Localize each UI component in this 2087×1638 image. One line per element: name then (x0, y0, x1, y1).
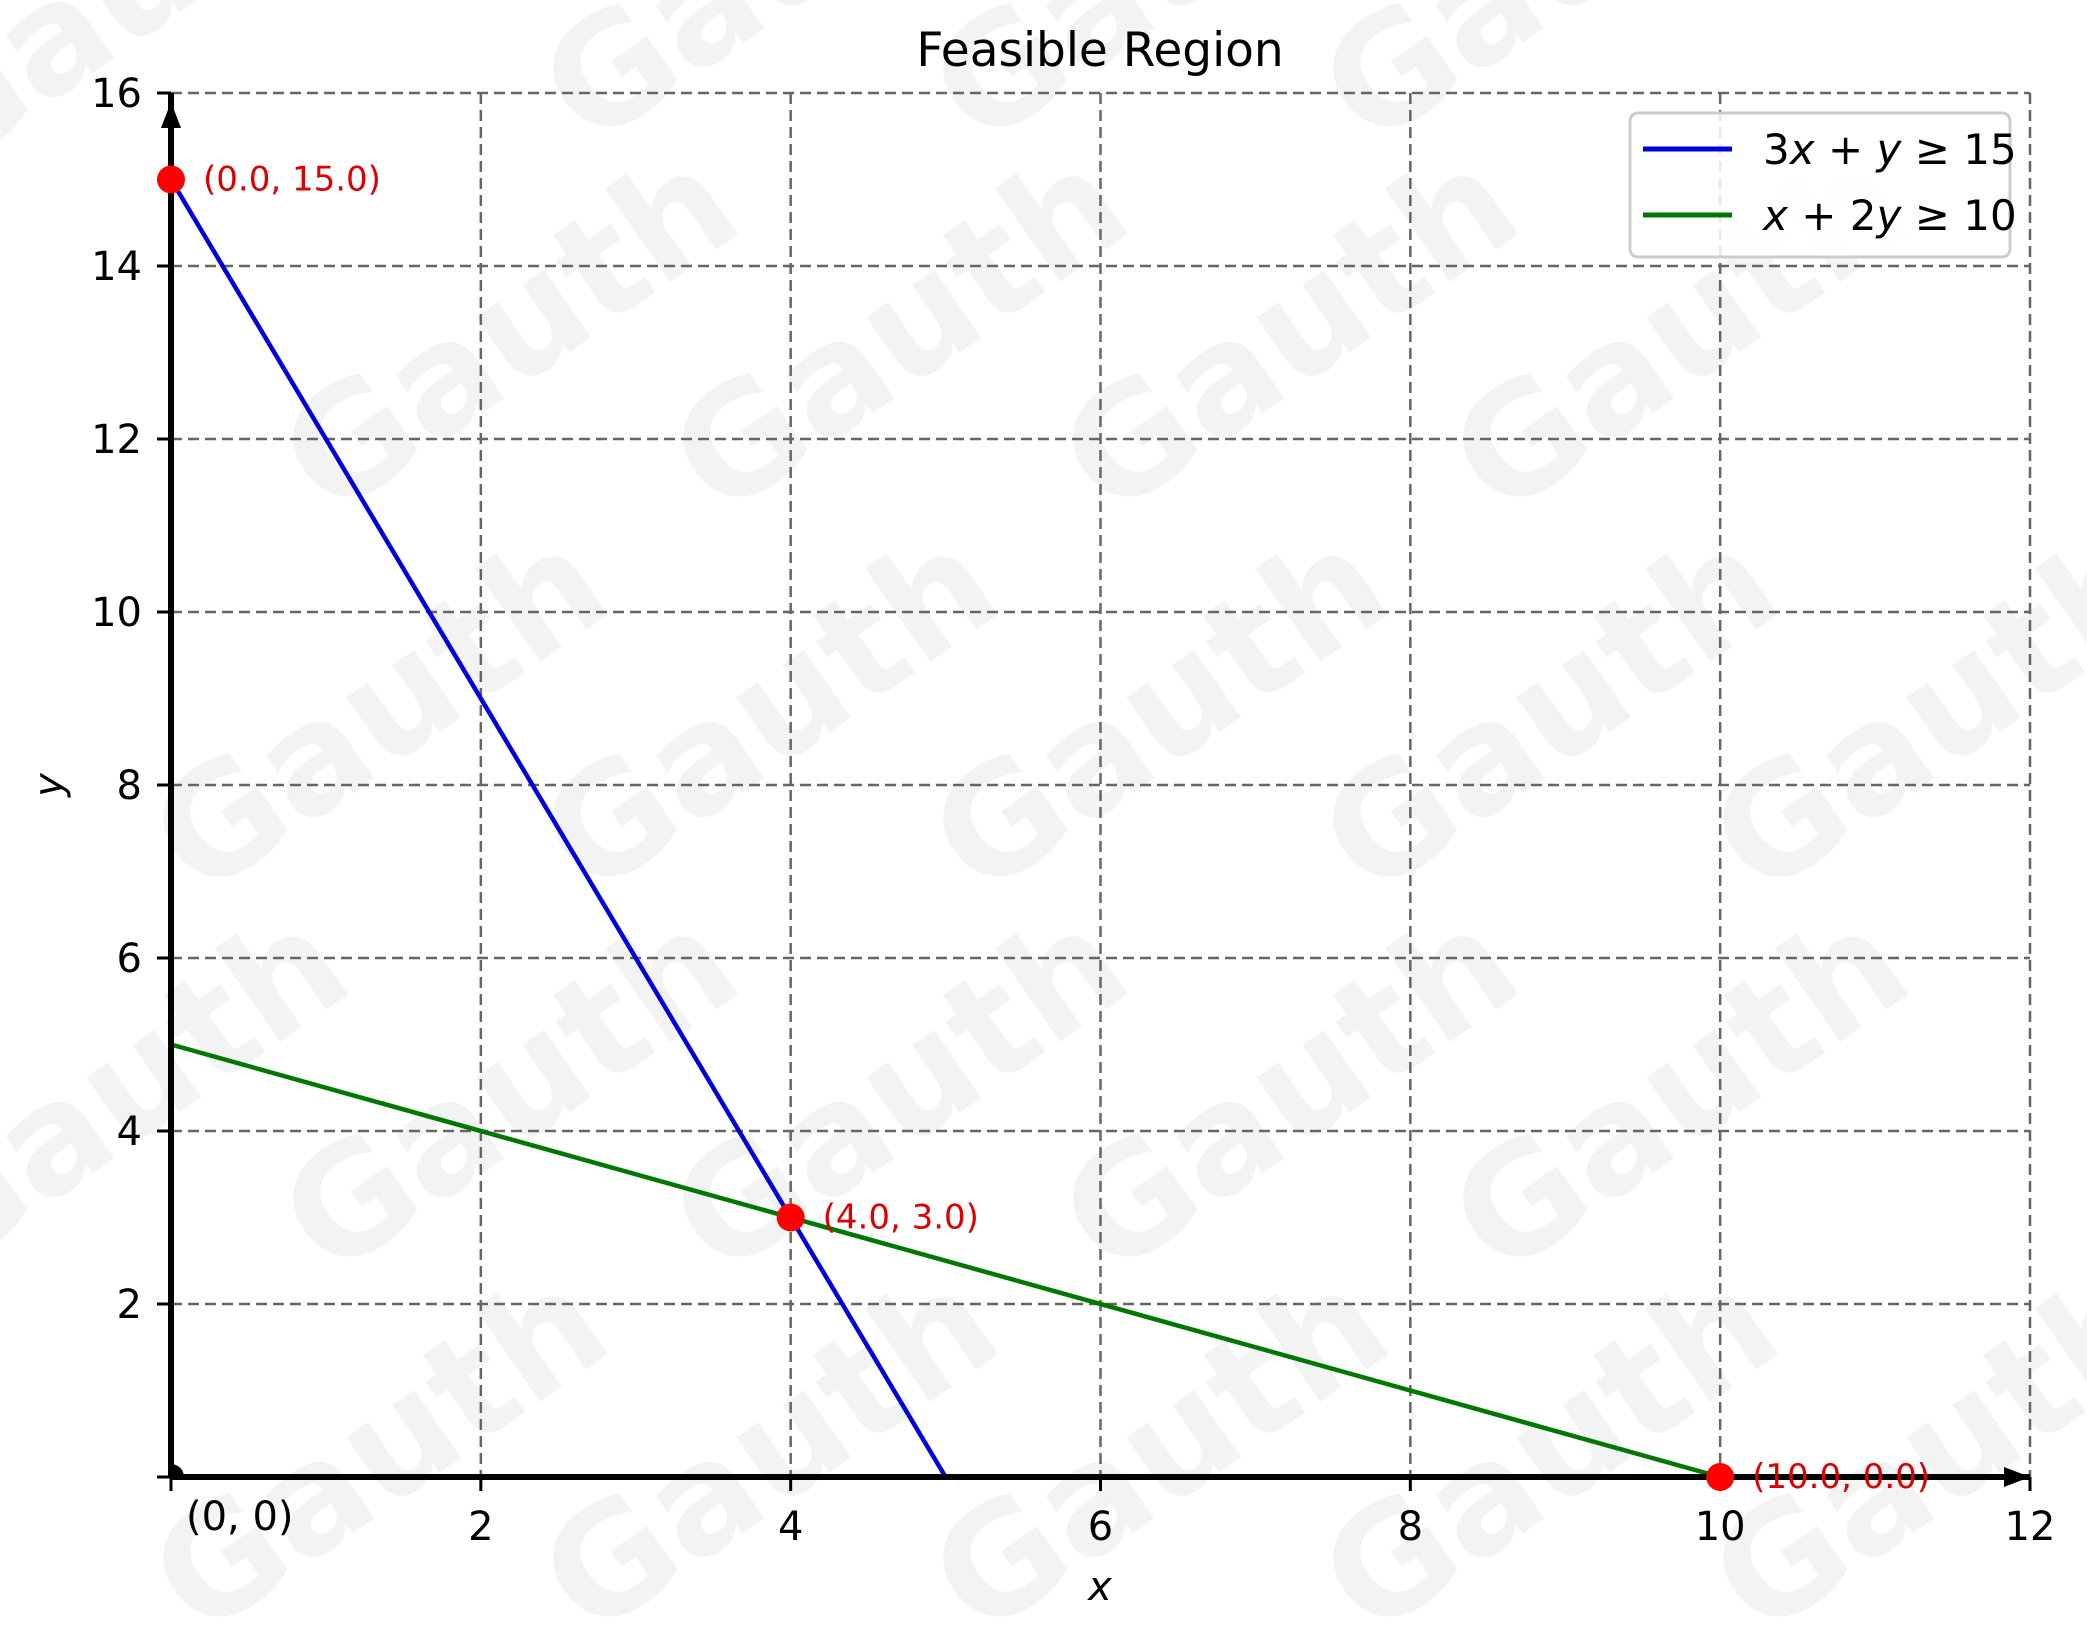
x-tick-label: 12 (2005, 1504, 2056, 1550)
point-marker-0 (157, 165, 185, 194)
point-label-0: (0.0, 15.0) (203, 160, 381, 200)
ticks: 2 4 6 8 10 12 2 4 6 8 10 12 14 16 (91, 71, 2055, 1550)
x-axis-label: x (1086, 1564, 1112, 1610)
point-marker-1 (776, 1203, 805, 1232)
origin-label: (0, 0) (186, 1494, 294, 1540)
y-tick-label: 6 (117, 936, 142, 982)
watermark-text: Gauth (641, 115, 1158, 550)
legend-label-1: x + 2y ≥ 10 (1761, 191, 2017, 240)
x-tick-label: 2 (468, 1504, 493, 1550)
y-tick-label: 8 (117, 763, 142, 809)
x-axis-arrow-icon (2004, 1467, 2030, 1487)
y-tick-label: 14 (91, 244, 142, 290)
legend: 3x + y ≥ 15 x + 2y ≥ 10 (1628, 111, 2017, 259)
y-tick-label: 10 (91, 590, 142, 636)
watermark-text: Gauth (1421, 875, 1938, 1310)
y-tick-label: 2 (117, 1282, 142, 1328)
series-lines (169, 178, 1721, 1480)
y-tick-label: 16 (91, 71, 142, 117)
watermark-text: Gauth (641, 875, 1158, 1310)
point-label-2: (10.0, 0.0) (1752, 1457, 1930, 1497)
y-axis-arrow-icon (161, 102, 181, 128)
watermark-text: Gauth (511, 495, 1028, 930)
y-axis-label: y (26, 772, 72, 798)
grid-lines (171, 91, 2032, 1477)
point-marker-2 (1706, 1463, 1735, 1491)
watermark-text: Gauth (1031, 875, 1548, 1310)
origin-dot (171, 1464, 184, 1477)
y-tick-label: 12 (91, 417, 142, 463)
x-tick-label: 10 (1695, 1504, 1746, 1550)
x-tick-label: 6 (1088, 1504, 1113, 1550)
x-tick-label: 4 (778, 1504, 803, 1550)
point-label-1: (4.0, 3.0) (823, 1198, 979, 1238)
watermark-text: Gauth (1031, 115, 1548, 550)
watermark-text: Gauth (251, 875, 768, 1310)
chart-title: Feasible Region (916, 23, 1283, 78)
series-line-1 (170, 1042, 1721, 1480)
points: (0.0, 15.0) (4.0, 3.0) (10.0, 0.0) (157, 160, 1930, 1497)
y-tick-label: 4 (117, 1109, 142, 1155)
x-tick-label: 8 (1398, 1504, 1423, 1550)
legend-label-0: 3x + y ≥ 15 (1763, 125, 2017, 174)
watermark-text: Gauth (901, 495, 1418, 930)
watermark-text: Gauth (1291, 495, 1808, 930)
series-line-0 (169, 178, 948, 1479)
watermark-text: Gauth (121, 495, 638, 930)
